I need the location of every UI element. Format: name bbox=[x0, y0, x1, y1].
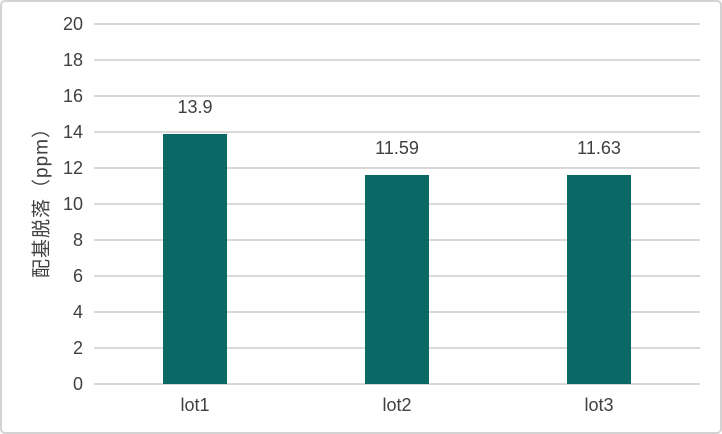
gridline bbox=[94, 131, 700, 133]
y-tick-label: 4 bbox=[72, 302, 83, 322]
y-tick-label: 6 bbox=[72, 266, 83, 286]
y-tick-label: 0 bbox=[72, 374, 83, 394]
y-tick-label: 20 bbox=[62, 14, 83, 34]
y-tick-label: 2 bbox=[72, 338, 83, 358]
bar-lot2 bbox=[365, 175, 429, 384]
x-label-lot2: lot2 bbox=[382, 395, 412, 415]
gridline bbox=[94, 59, 700, 61]
x-label-lot1: lot1 bbox=[180, 395, 210, 415]
y-tick-label: 10 bbox=[62, 194, 83, 214]
x-label-lot3: lot3 bbox=[584, 395, 614, 415]
y-tick-label: 8 bbox=[72, 230, 83, 250]
data-label-lot3: 11.63 bbox=[577, 137, 621, 158]
y-tick-label: 18 bbox=[62, 50, 83, 70]
y-tick-label: 16 bbox=[62, 86, 83, 106]
x-axis-line bbox=[94, 383, 700, 385]
y-tick-label: 14 bbox=[62, 122, 83, 142]
gridline bbox=[94, 95, 700, 97]
gridline bbox=[94, 167, 700, 169]
gridline bbox=[94, 23, 700, 25]
bar-lot1 bbox=[163, 133, 227, 384]
data-label-lot1: 13.9 bbox=[177, 96, 213, 117]
bar-lot3 bbox=[567, 174, 631, 384]
data-label-lot2: 11.59 bbox=[375, 138, 419, 159]
y-tick-label: 12 bbox=[62, 158, 83, 178]
